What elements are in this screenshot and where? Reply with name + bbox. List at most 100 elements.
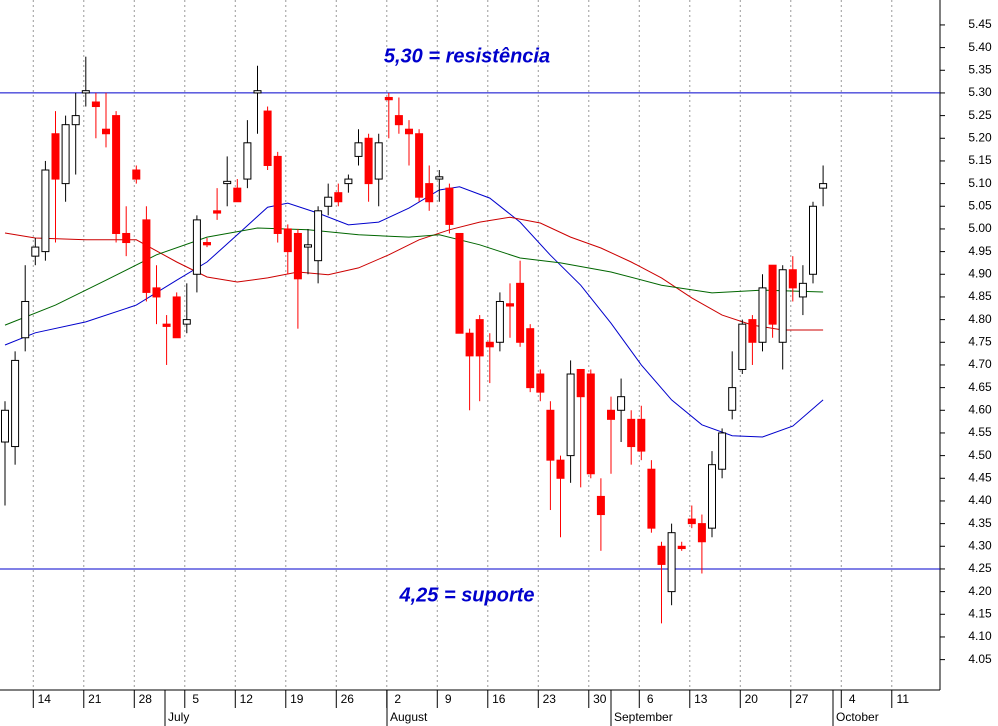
candle-body (91, 101, 100, 108)
candle-body (435, 176, 444, 180)
month-label: September (614, 710, 673, 724)
candle-body (405, 128, 413, 135)
x-tick-label: 19 (290, 692, 304, 706)
x-tick-label: 2 (394, 692, 401, 706)
candle-body (596, 495, 605, 516)
candle-body (526, 328, 535, 389)
y-tick-label: 4.10 (968, 629, 992, 643)
candle-body (314, 210, 323, 262)
candle-body (607, 409, 615, 420)
y-tick-label: 5.20 (968, 130, 992, 144)
candle-body (657, 545, 666, 565)
candle-body (324, 196, 333, 207)
candle-body (71, 115, 80, 126)
x-tick-label: 20 (745, 692, 759, 706)
candle-body (647, 468, 656, 529)
candle-body (182, 319, 191, 325)
x-tick-label: 11 (897, 692, 910, 706)
x-tick-label: 14 (38, 692, 52, 706)
candle-body (697, 523, 706, 543)
candle-body (253, 90, 262, 94)
candle-body (334, 192, 343, 203)
candle-body (586, 373, 595, 475)
x-tick-label: 13 (694, 692, 708, 706)
candle-body (485, 341, 494, 348)
candle-body (41, 169, 50, 253)
candle-body (758, 287, 767, 343)
candle-body (213, 210, 222, 214)
month-label: July (168, 710, 189, 724)
x-tick-label: 27 (795, 692, 809, 706)
y-tick-label: 4.55 (968, 425, 992, 439)
y-tick-label: 4.90 (968, 266, 992, 280)
y-tick-label: 5.05 (968, 198, 992, 212)
candle-body (819, 183, 828, 189)
candle-body (304, 244, 312, 248)
y-tick-label: 4.45 (968, 470, 992, 484)
candle-body (233, 187, 242, 203)
candle-body (263, 110, 272, 166)
x-tick-label: 12 (240, 692, 254, 706)
y-tick-label: 4.35 (968, 516, 992, 530)
y-tick-label: 5.45 (968, 17, 992, 31)
candle-body (11, 359, 20, 448)
candle-body (809, 205, 817, 275)
candle-body (61, 124, 70, 185)
x-tick-label: 28 (139, 692, 153, 706)
y-tick-label: 5.35 (968, 62, 992, 76)
candle-body (102, 128, 110, 135)
x-tick-label: 30 (593, 692, 607, 706)
month-label: October (836, 710, 879, 724)
candle-body (475, 319, 484, 357)
candle-body (122, 232, 131, 244)
y-tick-label: 4.15 (968, 606, 992, 620)
candle-body (506, 303, 514, 307)
candle-body (374, 142, 383, 180)
candle-body (162, 323, 171, 327)
candle-body (172, 296, 181, 339)
candle-body (748, 319, 757, 343)
x-tick-label: 16 (492, 692, 506, 706)
candle-body (677, 545, 686, 550)
y-tick-label: 4.65 (968, 380, 992, 394)
candle-body (283, 228, 292, 253)
x-tick-label: 26 (341, 692, 355, 706)
candle-body (576, 368, 585, 398)
candle-body (728, 387, 737, 411)
y-tick-label: 5.10 (968, 176, 992, 190)
candle-body (465, 332, 474, 357)
candle-body (425, 183, 434, 203)
candle-body (384, 96, 393, 101)
candle-body (243, 142, 252, 180)
x-tick-label: 6 (647, 692, 654, 706)
candle-body (273, 155, 282, 234)
candle-body (556, 459, 565, 479)
candle-body (788, 269, 797, 289)
y-tick-label: 4.25 (968, 561, 992, 575)
y-tick-label: 5.25 (968, 108, 992, 122)
candle-body (112, 115, 121, 234)
candle-body (798, 282, 807, 298)
candle-body (708, 464, 716, 529)
x-tick-label: 21 (88, 692, 102, 706)
x-tick-label: 5 (192, 692, 199, 706)
candle-body (637, 418, 646, 452)
candle-body (21, 300, 30, 339)
candle-body (132, 169, 141, 180)
x-tick-label: 4 (849, 692, 856, 706)
y-tick-label: 4.80 (968, 312, 992, 326)
candle-body (415, 133, 424, 198)
candle-body (768, 264, 777, 325)
candle-body (142, 219, 151, 293)
x-tick-label: 9 (445, 692, 452, 706)
candle-body (364, 137, 373, 185)
candle-body (718, 432, 727, 470)
y-tick-label: 5.30 (968, 85, 992, 99)
candle-body (152, 287, 161, 298)
y-tick-label: 5.15 (968, 153, 992, 167)
candle-body (445, 187, 454, 225)
y-tick-label: 4.60 (968, 402, 992, 416)
candle-body (1, 409, 9, 443)
